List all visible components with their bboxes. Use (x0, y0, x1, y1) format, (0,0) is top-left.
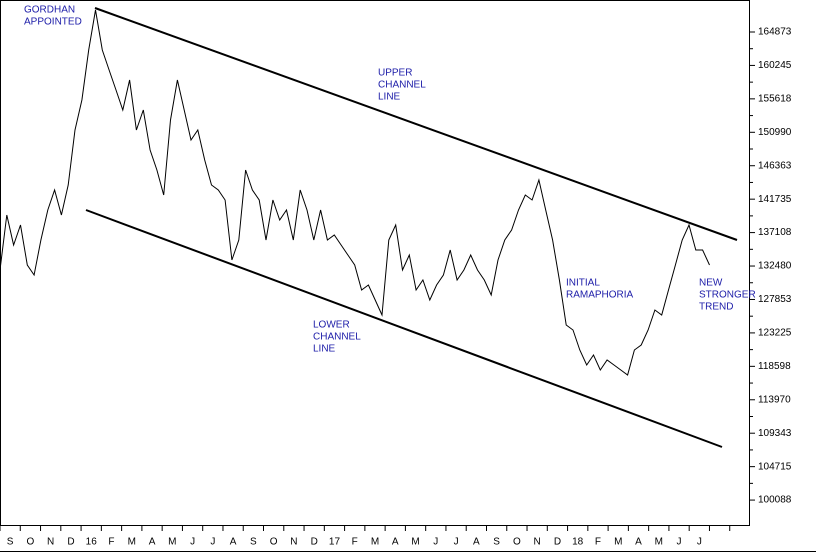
x-tick-label: F (595, 537, 601, 548)
x-tick-label: N (47, 537, 54, 548)
x-tick-label: O (27, 537, 35, 548)
lower-channel-line (85, 209, 723, 448)
annotation: GORDHAN (24, 5, 75, 16)
x-tick-label: O (270, 537, 278, 548)
x-tick-label: J (210, 537, 215, 548)
x-tick-label: S (7, 537, 14, 548)
x-tick-label: A (230, 537, 237, 548)
x-tick-label: D (311, 537, 318, 548)
x-tick-label: 18 (572, 537, 584, 548)
annotation: CHANNEL (378, 80, 426, 91)
price-line (0, 9, 710, 376)
x-tick-label: 17 (329, 537, 341, 548)
y-tick-label: 123225 (758, 328, 792, 339)
x-tick-label: A (392, 537, 399, 548)
y-tick-label: 100088 (758, 495, 792, 506)
annotation: UPPER (378, 68, 412, 79)
x-tick-label: F (108, 537, 114, 548)
x-tick-label: A (635, 537, 642, 548)
y-tick-label: 155618 (758, 93, 792, 104)
annotation: RAMAPHORIA (566, 290, 634, 301)
y-tick-label: 127853 (758, 294, 792, 305)
x-tick-label: M (371, 537, 379, 548)
x-tick-label: J (677, 537, 682, 548)
x-tick-label: M (411, 537, 419, 548)
x-tick-label: M (128, 537, 136, 548)
annotation: TREND (699, 302, 733, 313)
x-tick-label: M (614, 537, 622, 548)
annotation: LINE (313, 344, 336, 355)
y-tick-label: 150990 (758, 127, 792, 138)
annotation: INITIAL (566, 278, 600, 289)
y-tick-label: 146363 (758, 160, 792, 171)
x-tick-label: D (554, 537, 561, 548)
annotation: LINE (378, 92, 401, 103)
annotation: APPOINTED (24, 17, 82, 28)
y-tick-label: 104715 (758, 461, 792, 472)
y-tick-label: 109343 (758, 428, 792, 439)
y-tick-label: 118598 (758, 361, 791, 372)
y-tick-label: 160245 (758, 60, 792, 71)
x-tick-label: J (697, 537, 702, 548)
x-tick-label: M (168, 537, 176, 548)
x-tick-label: J (190, 537, 195, 548)
x-tick-label: 16 (86, 537, 98, 548)
annotation: STRONGER (699, 290, 756, 301)
y-tick-label: 137108 (758, 227, 792, 238)
x-tick-label: O (513, 537, 521, 548)
x-tick-label: M (655, 537, 663, 548)
x-tick-label: D (67, 537, 74, 548)
x-tick-label: N (534, 537, 541, 548)
y-tick-label: 113970 (758, 394, 791, 405)
x-tick-label: A (149, 537, 156, 548)
x-tick-label: F (352, 537, 358, 548)
x-tick-label: S (493, 537, 500, 548)
y-tick-label: 132480 (758, 261, 792, 272)
x-tick-label: S (250, 537, 257, 548)
x-tick-label: J (454, 537, 459, 548)
x-tick-label: N (290, 537, 297, 548)
y-tick-label: 164873 (758, 27, 792, 38)
y-tick-label: 141735 (758, 194, 792, 205)
annotation: NEW (699, 278, 723, 289)
annotation: CHANNEL (313, 332, 361, 343)
upper-channel-line (94, 7, 738, 241)
annotation: LOWER (313, 320, 350, 331)
x-tick-label: A (473, 537, 480, 548)
x-tick-label: J (433, 537, 438, 548)
